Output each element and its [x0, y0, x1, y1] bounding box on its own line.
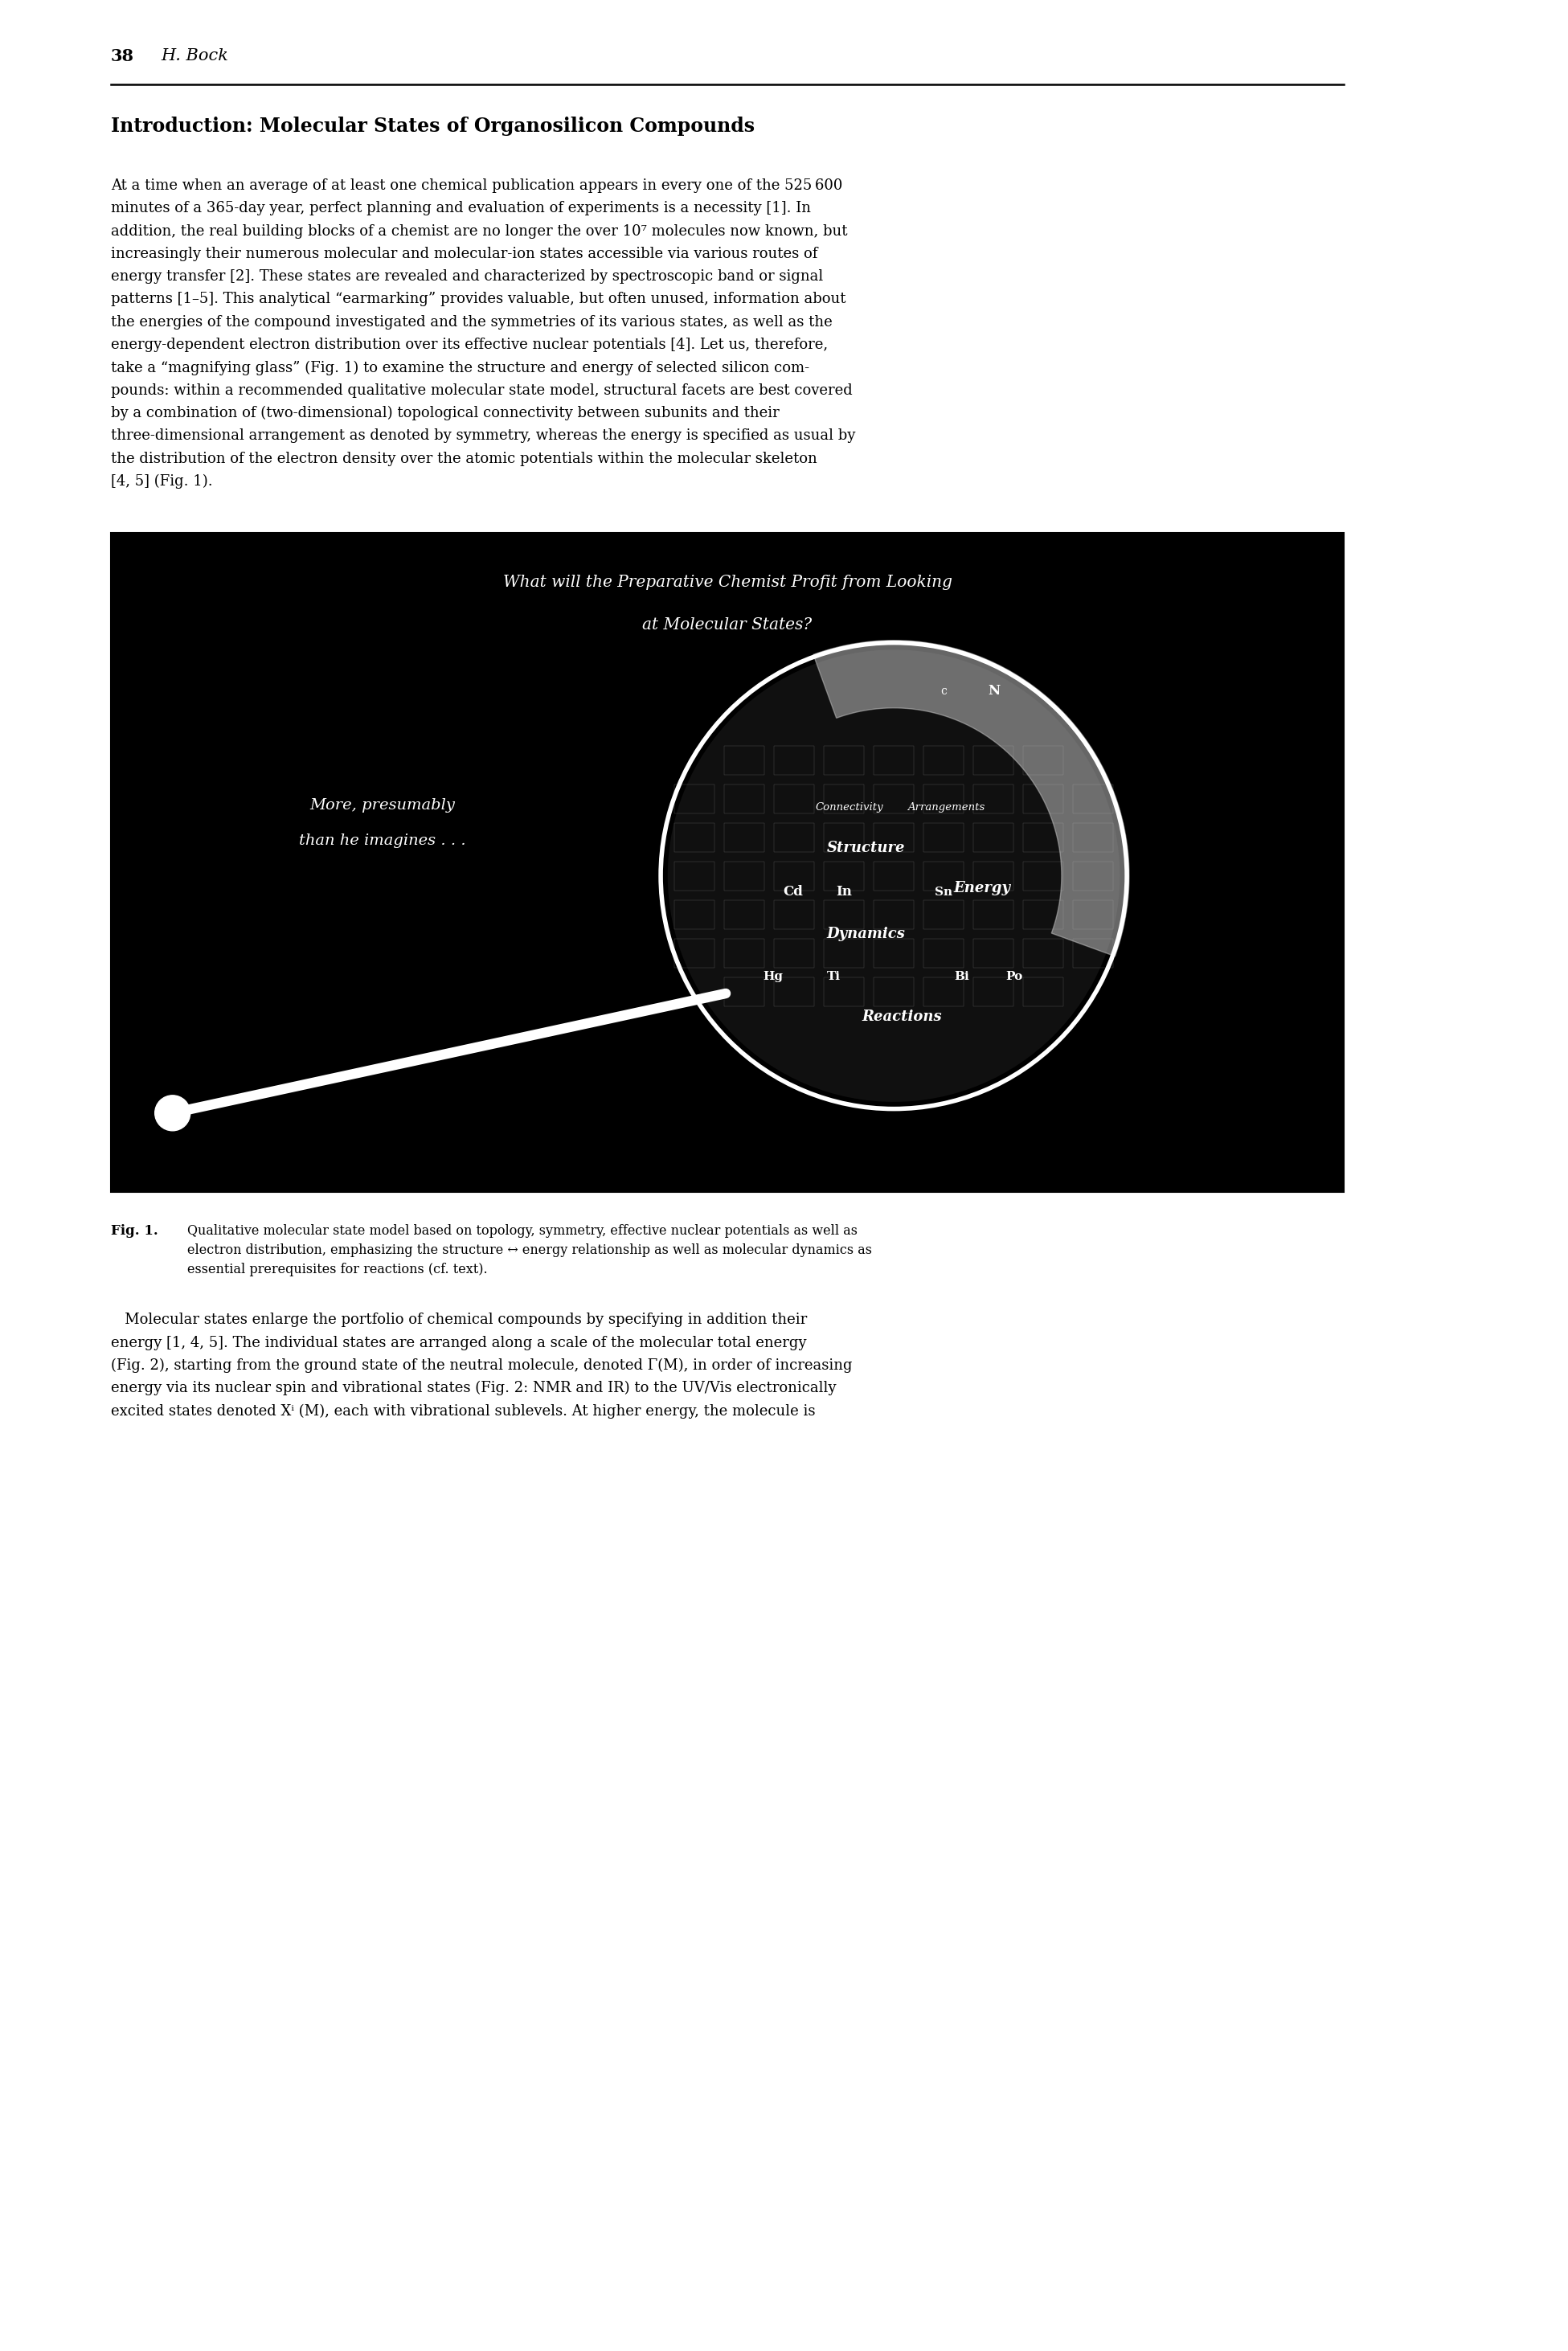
- Text: three-dimensional arrangement as denoted by symmetry, whereas the energy is spec: three-dimensional arrangement as denoted…: [111, 428, 856, 442]
- Text: In: In: [836, 884, 851, 898]
- Text: Connectivity: Connectivity: [815, 802, 884, 813]
- Text: than he imagines . . .: than he imagines . . .: [299, 835, 466, 849]
- Text: excited states denoted Χⁱ (M), each with vibrational sublevels. At higher energy: excited states denoted Χⁱ (M), each with…: [111, 1404, 815, 1418]
- Text: patterns [1–5]. This analytical “earmarking” provides valuable, but often unused: patterns [1–5]. This analytical “earmark…: [111, 292, 845, 306]
- Text: Qualitative molecular state model based on topology, symmetry, effective nuclear: Qualitative molecular state model based …: [187, 1225, 858, 1239]
- Text: electron distribution, emphasizing the structure ↔ energy relationship as well a: electron distribution, emphasizing the s…: [187, 1244, 872, 1258]
- Text: energy [1, 4, 5]. The individual states are arranged along a scale of the molecu: energy [1, 4, 5]. The individual states …: [111, 1335, 806, 1349]
- Text: More, presumably: More, presumably: [309, 799, 455, 813]
- Text: Energy: Energy: [953, 882, 1011, 896]
- Text: Po: Po: [1005, 971, 1022, 983]
- Text: What will the Preparative Chemist Profit from Looking: What will the Preparative Chemist Profit…: [503, 576, 952, 590]
- Text: N: N: [988, 684, 1000, 698]
- Text: Dynamics: Dynamics: [826, 926, 905, 940]
- Text: Introduction: Molecular States of Organosilicon Compounds: Introduction: Molecular States of Organo…: [111, 118, 754, 136]
- Text: take a “magnifying glass” (Fig. 1) to examine the structure and energy of select: take a “magnifying glass” (Fig. 1) to ex…: [111, 360, 809, 376]
- Text: Reactions: Reactions: [862, 1009, 942, 1023]
- Text: H. Bock: H. Bock: [162, 49, 229, 63]
- Text: [4, 5] (Fig. 1).: [4, 5] (Fig. 1).: [111, 475, 213, 489]
- Text: increasingly their numerous molecular and molecular-ion states accessible via va: increasingly their numerous molecular an…: [111, 247, 817, 261]
- Circle shape: [155, 1096, 190, 1131]
- Text: c: c: [941, 684, 947, 696]
- Text: minutes of a 365-day year, perfect planning and evaluation of experiments is a n: minutes of a 365-day year, perfect plann…: [111, 202, 811, 216]
- Text: Structure: Structure: [826, 839, 905, 856]
- FancyBboxPatch shape: [111, 534, 1344, 1192]
- Text: (Fig. 2), starting from the ground state of the neutral molecule, denoted Γ(M), : (Fig. 2), starting from the ground state…: [111, 1359, 853, 1373]
- Text: Arrangements: Arrangements: [908, 802, 985, 813]
- Text: Cd: Cd: [784, 884, 803, 898]
- Text: by a combination of (two-dimensional) topological connectivity between subunits : by a combination of (two-dimensional) to…: [111, 407, 779, 421]
- Text: 38: 38: [111, 49, 135, 63]
- Text: the energies of the compound investigated and the symmetries of its various stat: the energies of the compound investigate…: [111, 315, 833, 329]
- Text: energy-dependent electron distribution over its effective nuclear potentials [4]: energy-dependent electron distribution o…: [111, 339, 828, 353]
- Text: addition, the real building blocks of a chemist are no longer the over 10⁷ molec: addition, the real building blocks of a …: [111, 223, 847, 237]
- Text: at Molecular States?: at Molecular States?: [643, 618, 812, 632]
- Text: At a time when an average of at least one chemical publication appears in every : At a time when an average of at least on…: [111, 179, 842, 193]
- Text: Bi: Bi: [955, 971, 969, 983]
- Text: energy transfer [2]. These states are revealed and characterized by spectroscopi: energy transfer [2]. These states are re…: [111, 270, 823, 284]
- Text: Sn: Sn: [935, 886, 952, 898]
- Text: the distribution of the electron density over the atomic potentials within the m: the distribution of the electron density…: [111, 451, 817, 465]
- Polygon shape: [814, 639, 1129, 957]
- Text: pounds: within a recommended qualitative molecular state model, structural facet: pounds: within a recommended qualitative…: [111, 383, 853, 397]
- Text: Fig. 1.: Fig. 1.: [111, 1225, 158, 1239]
- Text: energy via its nuclear spin and vibrational states (Fig. 2: NMR and IR) to the U: energy via its nuclear spin and vibratio…: [111, 1380, 836, 1396]
- Text: Hg: Hg: [764, 971, 784, 983]
- Text: Ti: Ti: [826, 971, 840, 983]
- Text: Molecular states enlarge the portfolio of chemical compounds by specifying in ad: Molecular states enlarge the portfolio o…: [111, 1312, 808, 1328]
- Text: essential prerequisites for reactions (cf. text).: essential prerequisites for reactions (c…: [187, 1262, 488, 1277]
- Circle shape: [668, 649, 1120, 1103]
